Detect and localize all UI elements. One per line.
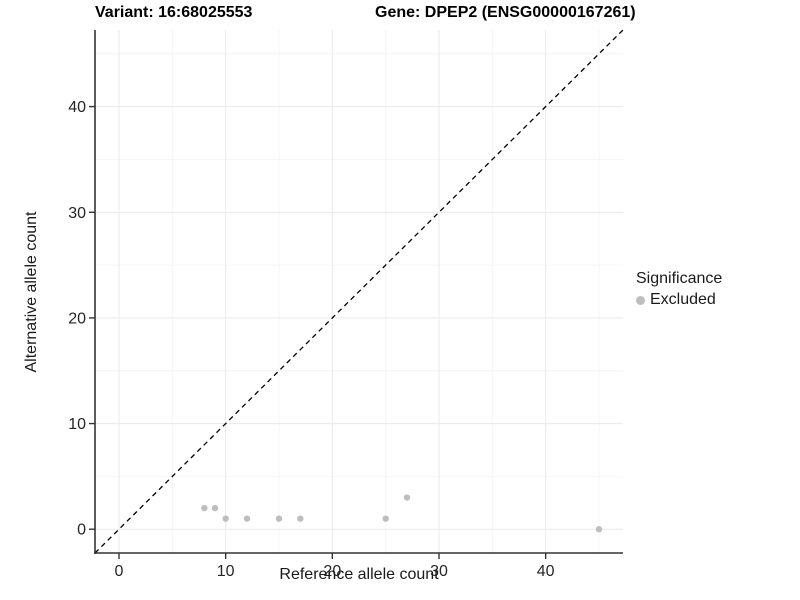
- y-tick-label: 40: [68, 99, 86, 116]
- gene-title: Gene: DPEP2 (ENSG00000167261): [375, 4, 636, 21]
- legend-entry-label: Excluded: [650, 291, 716, 308]
- legend-entry: Excluded: [636, 291, 722, 309]
- y-tick-label: 20: [68, 310, 86, 327]
- legend-point-swatch: [636, 295, 645, 305]
- data-point: [211, 504, 219, 512]
- data-point: [201, 504, 208, 512]
- data-point: [595, 526, 603, 533]
- y-tick-label: 10: [68, 416, 86, 433]
- legend-entries: Excluded: [636, 291, 722, 309]
- x-axis-title: Reference allele count: [279, 566, 439, 583]
- x-tick-label: 20: [323, 563, 341, 580]
- data-point: [275, 515, 283, 522]
- data-point: [243, 515, 251, 522]
- variant-title: Variant: 16:68025553: [95, 4, 253, 21]
- x-tick-label: 10: [217, 563, 235, 580]
- data-point: [382, 515, 389, 522]
- x-tick-label: 40: [537, 563, 555, 580]
- legend-title: Significance: [636, 270, 723, 287]
- data-point: [403, 494, 411, 501]
- x-tick-label: 30: [430, 563, 448, 580]
- data-point: [297, 515, 304, 522]
- y-tick-label: 30: [68, 205, 86, 222]
- identity-dashed-line: [94, 29, 624, 554]
- legend: Significance Excluded: [636, 270, 722, 309]
- y-tick-label: 0: [77, 522, 86, 539]
- x-tick-label: 0: [115, 563, 124, 580]
- data-point: [222, 515, 229, 522]
